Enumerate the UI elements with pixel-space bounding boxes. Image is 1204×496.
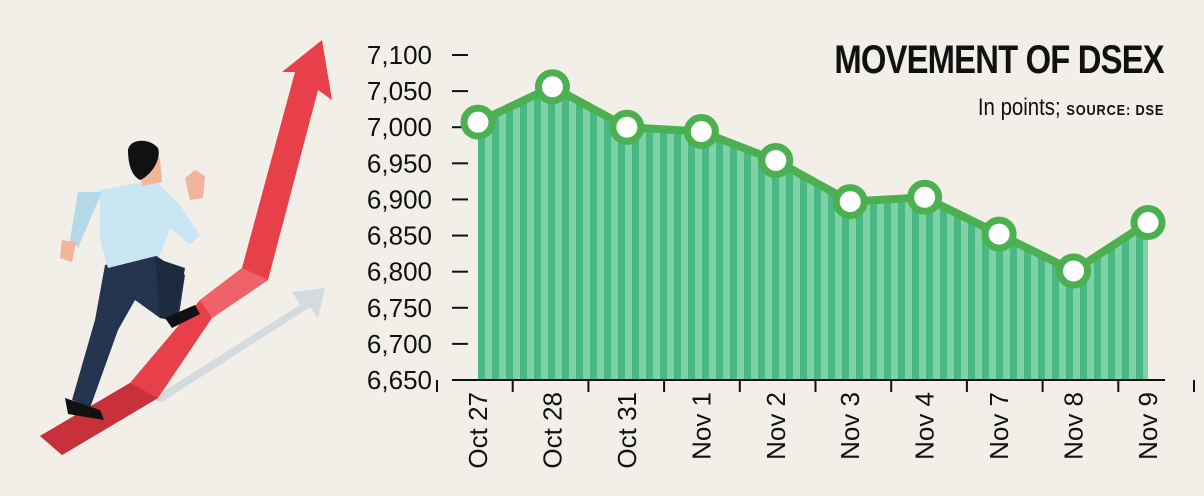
data-point xyxy=(1056,253,1092,289)
data-point xyxy=(1130,205,1166,241)
x-tick-label: Nov 7 xyxy=(984,392,1014,460)
running-man-icon xyxy=(60,140,205,420)
x-tick-label: Nov 1 xyxy=(686,392,716,460)
data-point xyxy=(534,69,570,105)
x-tick-label: Oct 28 xyxy=(537,392,567,469)
gray-arrow-icon xyxy=(150,288,325,402)
data-point xyxy=(981,216,1017,252)
x-tick-label: Oct 31 xyxy=(612,392,642,469)
y-tick-label: 6,750 xyxy=(367,293,432,323)
data-point xyxy=(609,109,645,145)
x-tick-label: Nov 9 xyxy=(1133,392,1163,460)
y-tick-label: 6,950 xyxy=(367,148,432,178)
y-tick-label: 6,700 xyxy=(367,329,432,359)
data-point xyxy=(683,114,719,150)
plot-area xyxy=(476,82,1151,381)
y-tick-label: 7,100 xyxy=(367,40,432,70)
data-point xyxy=(832,184,868,220)
y-tick-label: 6,850 xyxy=(367,221,432,251)
data-point xyxy=(758,142,794,178)
y-tick-label: 6,900 xyxy=(367,184,432,214)
y-tick-label: 7,050 xyxy=(367,76,432,106)
data-markers xyxy=(460,69,1166,289)
x-tick-label: Nov 2 xyxy=(761,392,791,460)
x-axis: Oct 27 Oct 28 Oct 31 Nov 1 Nov 2 Nov 3 Nov 4 No… xyxy=(436,379,1195,469)
chart-title: MOVEMENT OF DSEX xyxy=(834,38,1165,82)
chart-subtitle: In points; SOURCE: DSE xyxy=(978,94,1164,122)
data-point xyxy=(907,179,943,215)
y-tick-label: 6,800 xyxy=(367,257,432,287)
x-tick-label: Nov 4 xyxy=(910,392,940,460)
y-tick-label: 7,000 xyxy=(367,112,432,142)
y-axis: 7,100 7,050 7,000 6,950 6,900 6,850 6,800 6,750… xyxy=(367,40,468,395)
source-label: SOURCE: DSE xyxy=(1066,102,1164,119)
businessman-illustration xyxy=(40,40,332,455)
y-tick-label: 6,650 xyxy=(367,365,432,395)
series-line xyxy=(476,82,1151,275)
x-tick-label: Nov 8 xyxy=(1059,392,1089,460)
subtitle-text: In points; xyxy=(977,94,1067,121)
area-fill xyxy=(478,86,1148,381)
x-tick-label: Oct 27 xyxy=(463,392,493,469)
data-point xyxy=(460,104,496,140)
x-tick-label: Nov 3 xyxy=(835,392,865,460)
